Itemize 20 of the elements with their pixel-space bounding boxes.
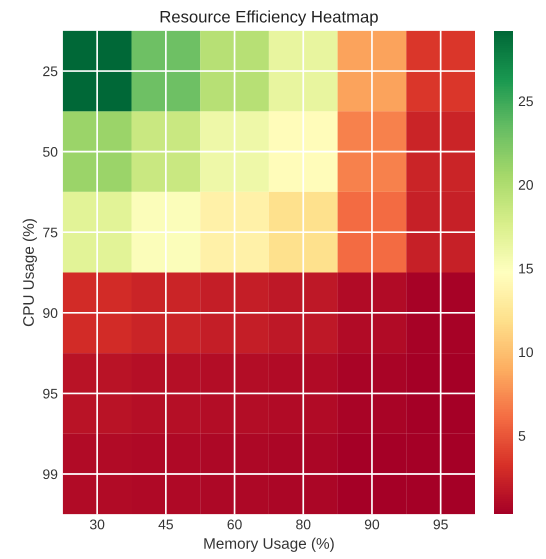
y-tick-label: 90 [43,308,58,318]
y-tick-label: 99 [43,469,58,480]
x-tick-label: 60 [228,520,242,530]
color-bar-label: 10 [519,347,534,358]
color-bar-label: 15 [519,264,533,274]
x-tick-label: 90 [364,520,380,530]
y-tick-label: 95 [43,388,58,399]
y-tick-label: 50 [43,146,58,157]
x-tick-label: 30 [90,520,104,530]
color-bar-label: 20 [518,180,534,190]
x-axis-title: Memory Usage (%) [204,538,334,552]
x-tick-label: 45 [158,520,173,530]
chart-title: Resource Efficiency Heatmap [160,10,378,26]
x-tick-label: 80 [296,520,310,530]
y-tick-label: 75 [43,228,58,238]
x-tick-label: 95 [434,520,448,530]
y-axis-title: CPU Usage (%) [22,219,37,326]
y-tick-label: 25 [43,66,58,76]
color-bar-label: 25 [518,96,533,106]
color-bar-label: 5 [518,431,526,441]
